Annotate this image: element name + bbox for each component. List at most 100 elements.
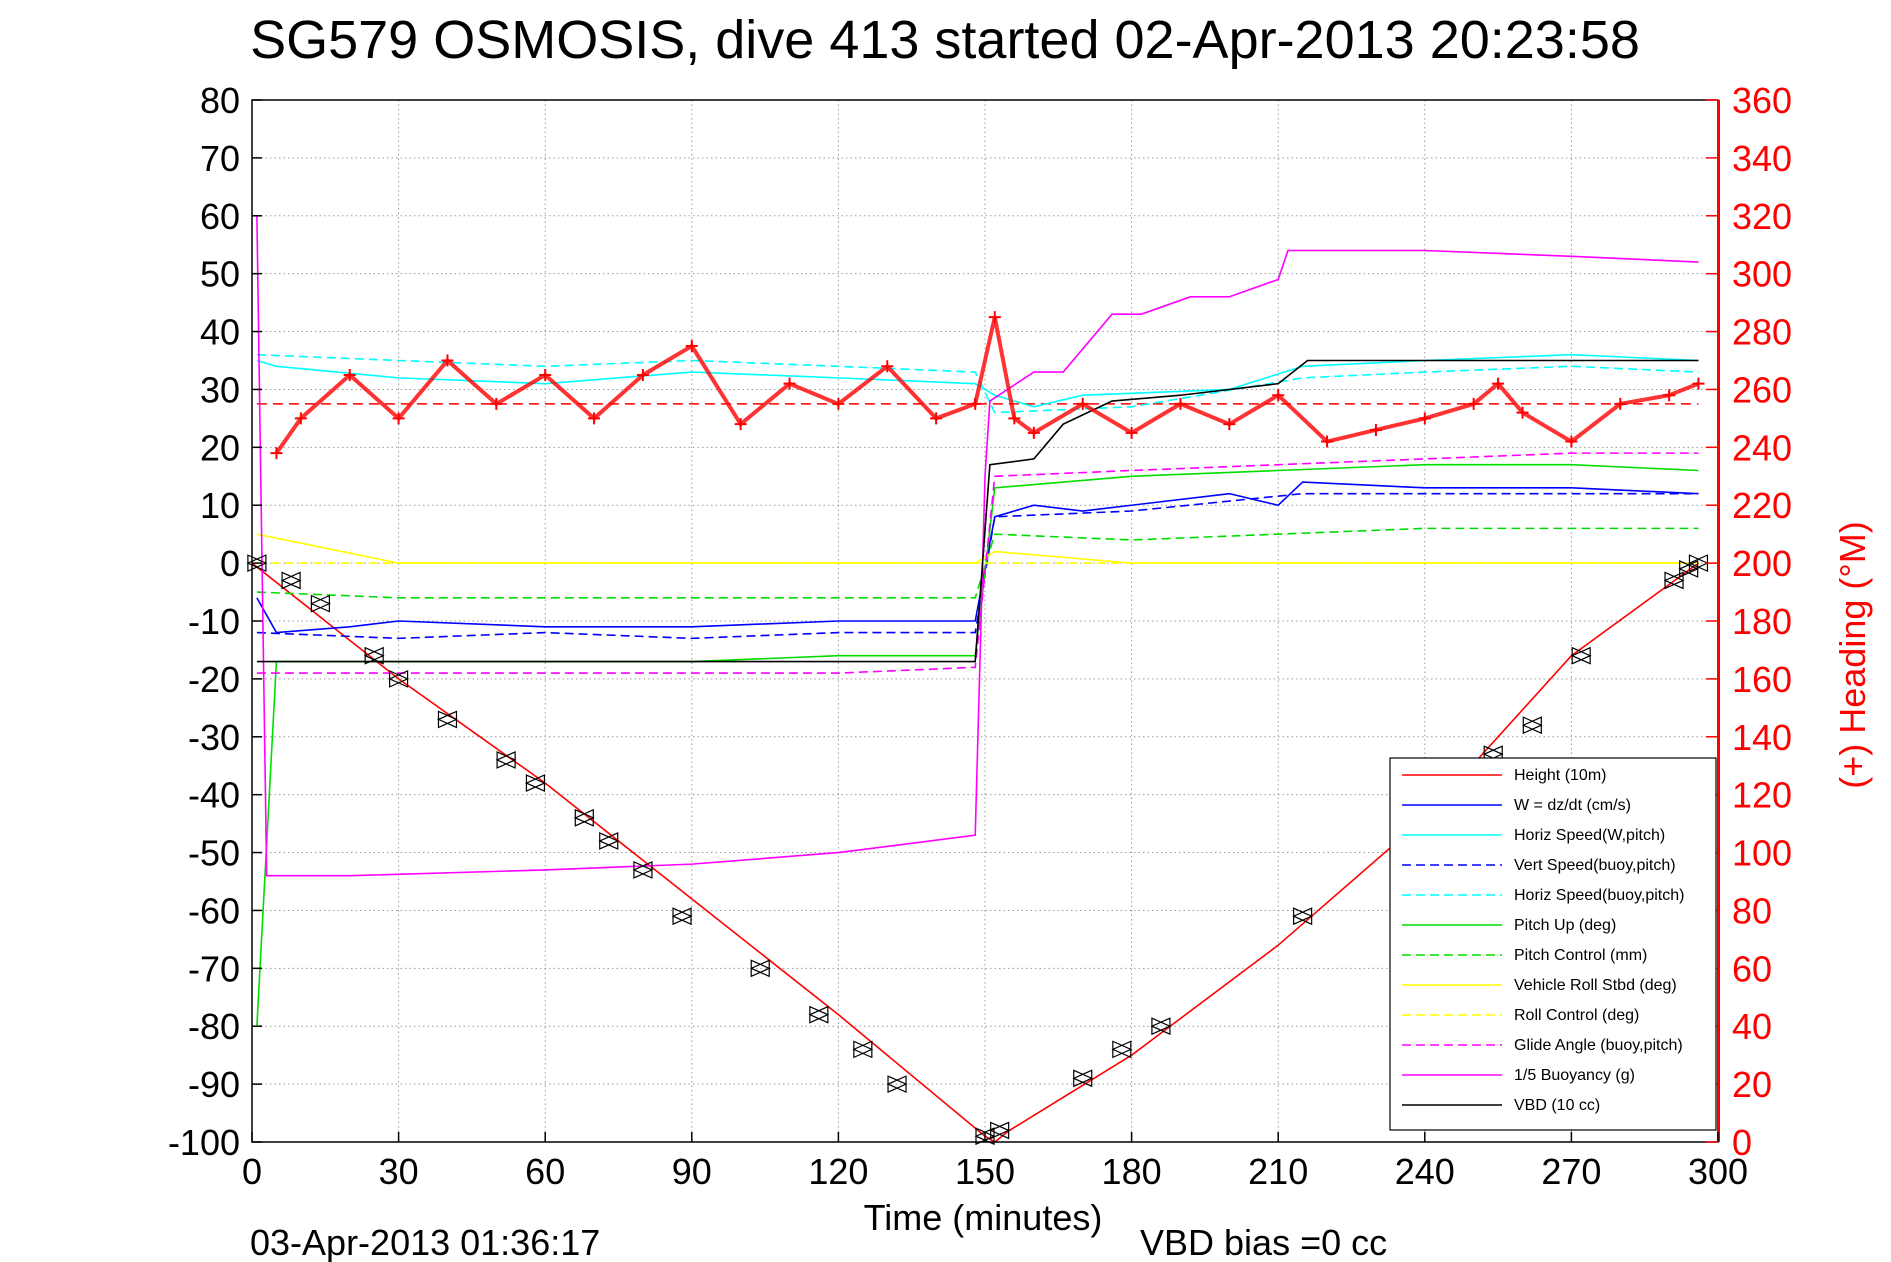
- chart-title: SG579 OSMOSIS, dive 413 started 02-Apr-2…: [250, 10, 1640, 70]
- y-tick-label: 80: [200, 80, 240, 121]
- y-tick-label: 60: [200, 196, 240, 237]
- y-tick-label: -70: [188, 948, 240, 989]
- y2-tick-label: 40: [1732, 1006, 1772, 1047]
- y-tick-label: 30: [200, 369, 240, 410]
- series-w-dz-dt-cm-s-line: [256, 481, 1699, 634]
- legend-label: 1/5 Buoyancy (g): [1514, 1067, 1635, 1084]
- y-tick-label: 40: [200, 312, 240, 353]
- y2-tick-label: 60: [1732, 948, 1772, 989]
- series-pitch-control-mm-line: [256, 527, 1699, 599]
- x-tick-label: 60: [525, 1151, 565, 1192]
- legend-label: Roll Control (deg): [1514, 1007, 1639, 1024]
- sample-point-marker: [1678, 559, 1700, 578]
- legend-label: W = dz/dt (cm/s): [1514, 797, 1631, 814]
- y2-tick-label: 140: [1732, 717, 1792, 758]
- y-tick-label: -10: [188, 601, 240, 642]
- sample-point-marker: [1072, 1069, 1094, 1088]
- sample-point-marker: [363, 646, 385, 665]
- right-axis-line: [1717, 100, 1720, 1142]
- y2-tick-labels: 3603403203002802602402202001801601401201…: [1706, 80, 1792, 1163]
- y2-tick-label: 360: [1732, 80, 1792, 121]
- sample-point-marker: [632, 860, 654, 879]
- y-tick-label: -20: [188, 659, 240, 700]
- sample-point-marker: [309, 594, 331, 613]
- y2-tick-label: 340: [1732, 138, 1792, 179]
- series-vbd-10-cc-line: [256, 359, 1699, 663]
- sample-point-marker: [388, 669, 410, 688]
- x-axis-title: Time (minutes): [864, 1197, 1103, 1238]
- y2-tick-label: 200: [1732, 543, 1792, 584]
- x-tick-label: 90: [672, 1151, 712, 1192]
- y-tick-label: -80: [188, 1006, 240, 1047]
- y2-tick-label: 260: [1732, 369, 1792, 410]
- legend-label: Vehicle Roll Stbd (deg): [1514, 977, 1677, 994]
- x-tick-label: 270: [1541, 1151, 1601, 1192]
- sample-point-marker: [598, 832, 620, 850]
- y2-tick-label: 160: [1732, 659, 1792, 700]
- sample-point-marker: [495, 751, 517, 769]
- y2-tick-label: 300: [1732, 254, 1792, 295]
- x-tick-labels: 0 30 60 90 120 150 180 210 240 270 300: [242, 1132, 1748, 1192]
- y-tick-label: -40: [188, 775, 240, 816]
- sample-point-marker: [280, 571, 302, 590]
- x-tick-label: 150: [955, 1151, 1015, 1192]
- sample-point-marker: [1111, 1040, 1133, 1059]
- legend-label: Vert Speed(buoy,pitch): [1514, 857, 1676, 874]
- series-heading-line: [274, 316, 1700, 455]
- x-tick-label: 120: [808, 1151, 868, 1192]
- sample-point-marker: [808, 1005, 830, 1024]
- legend-label: Horiz Speed(buoy,pitch): [1514, 887, 1684, 904]
- sample-point-marker: [1292, 907, 1314, 926]
- y2-tick-label: 0: [1732, 1122, 1752, 1163]
- sample-point-marker: [671, 907, 693, 926]
- sample-point-marker: [246, 554, 268, 573]
- y-tick-labels: 80 70 60 50 40 30 20 10 0 -10 -20 -30 -40 -50 -60 -70 -8…: [168, 80, 262, 1163]
- x-tick-label: 30: [379, 1151, 419, 1192]
- sample-point-marker: [524, 774, 546, 793]
- x-tick-label: 0: [242, 1151, 262, 1192]
- sample-point-marker: [989, 1121, 1011, 1140]
- legend-label: VBD (10 cc): [1514, 1097, 1600, 1114]
- y-tick-label: 0: [220, 543, 240, 584]
- sample-point-marker: [886, 1075, 908, 1094]
- x-tick-label: 180: [1102, 1151, 1162, 1192]
- legend: Height (10m) W = dz/dt (cm/s) Horiz Speed(…: [1389, 757, 1717, 1131]
- sample-point-marker: [852, 1040, 874, 1059]
- y2-tick-label: 100: [1732, 833, 1792, 874]
- y2-tick-label: 240: [1732, 427, 1792, 468]
- y-tick-label: 50: [200, 254, 240, 295]
- y-tick-label: -30: [188, 717, 240, 758]
- legend-label: Glide Angle (buoy,pitch): [1514, 1037, 1683, 1054]
- footer-timestamp: 03-Apr-2013 01:36:17: [250, 1222, 600, 1262]
- y2-tick-label: 320: [1732, 196, 1792, 237]
- y-tick-label: -90: [188, 1064, 240, 1105]
- y-tick-label: 70: [200, 138, 240, 179]
- sample-point-marker: [1150, 1017, 1172, 1036]
- y2-tick-label: 120: [1732, 775, 1792, 816]
- sample-point-marker: [573, 808, 595, 827]
- series-1-5-buoyancy-g-line: [256, 215, 1699, 877]
- series-horiz-speed-buoy-pitch-line: [256, 353, 1699, 414]
- x-tick-label: 240: [1395, 1151, 1455, 1192]
- sample-point-marker: [436, 710, 458, 729]
- legend-label: Pitch Up (deg): [1514, 917, 1616, 934]
- series-heading-point: [270, 447, 283, 460]
- y2-tick-label: 180: [1732, 601, 1792, 642]
- y-tick-label: -60: [188, 890, 240, 931]
- y-tick-label: -100: [168, 1122, 240, 1163]
- marker-layer: [246, 554, 1709, 1146]
- legend-box: [1389, 757, 1717, 1131]
- y2-tick-label: 280: [1732, 312, 1792, 353]
- sample-point-marker: [1521, 716, 1543, 735]
- y-tick-label: 10: [200, 485, 240, 526]
- y2-tick-label: 80: [1732, 890, 1772, 931]
- legend-label: Pitch Control (mm): [1514, 947, 1647, 964]
- series-heading: [270, 311, 1705, 460]
- sample-point-marker: [1663, 571, 1685, 590]
- x-tick-label: 300: [1688, 1151, 1748, 1192]
- footer-vbd-bias: VBD bias =0 cc: [1140, 1222, 1387, 1262]
- sample-point-marker: [1570, 646, 1592, 665]
- x-tick-label: 210: [1248, 1151, 1308, 1192]
- y2-tick-label: 20: [1732, 1064, 1772, 1105]
